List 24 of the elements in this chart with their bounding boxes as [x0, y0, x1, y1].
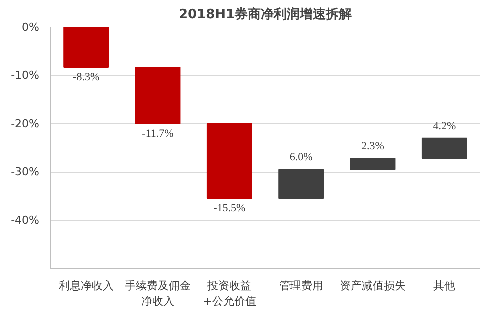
bar	[64, 28, 110, 68]
data-label: 4.2%	[433, 120, 456, 132]
data-label: -11.7%	[142, 128, 174, 140]
bar	[422, 138, 468, 160]
data-label: -8.3%	[73, 72, 100, 84]
x-tick-label: 资产减值损失	[340, 280, 406, 292]
x-tick-label: 其他	[434, 280, 456, 292]
data-label: 6.0%	[290, 152, 313, 164]
x-tick-label: 手续费及佣金净收入	[125, 280, 191, 308]
x-tick-label: 投资收益+公允价值	[203, 280, 256, 308]
bar	[135, 67, 181, 124]
bar	[278, 169, 324, 200]
bar	[206, 123, 252, 200]
y-tick-label: -40%	[11, 214, 40, 227]
y-tick-label: -30%	[11, 166, 40, 179]
chart-title: 2018H1券商净利润增速拆解	[178, 6, 352, 22]
data-label: 2.3%	[362, 140, 384, 153]
data-label: -15.5%	[214, 202, 246, 215]
y-tick-label: -10%	[11, 69, 40, 82]
y-tick-label: -20%	[11, 117, 40, 130]
x-tick-label: 利息净收入	[58, 280, 114, 292]
bar	[350, 158, 396, 170]
y-tick-label: 0%	[22, 21, 40, 34]
x-tick-label: 管理费用	[279, 280, 324, 292]
